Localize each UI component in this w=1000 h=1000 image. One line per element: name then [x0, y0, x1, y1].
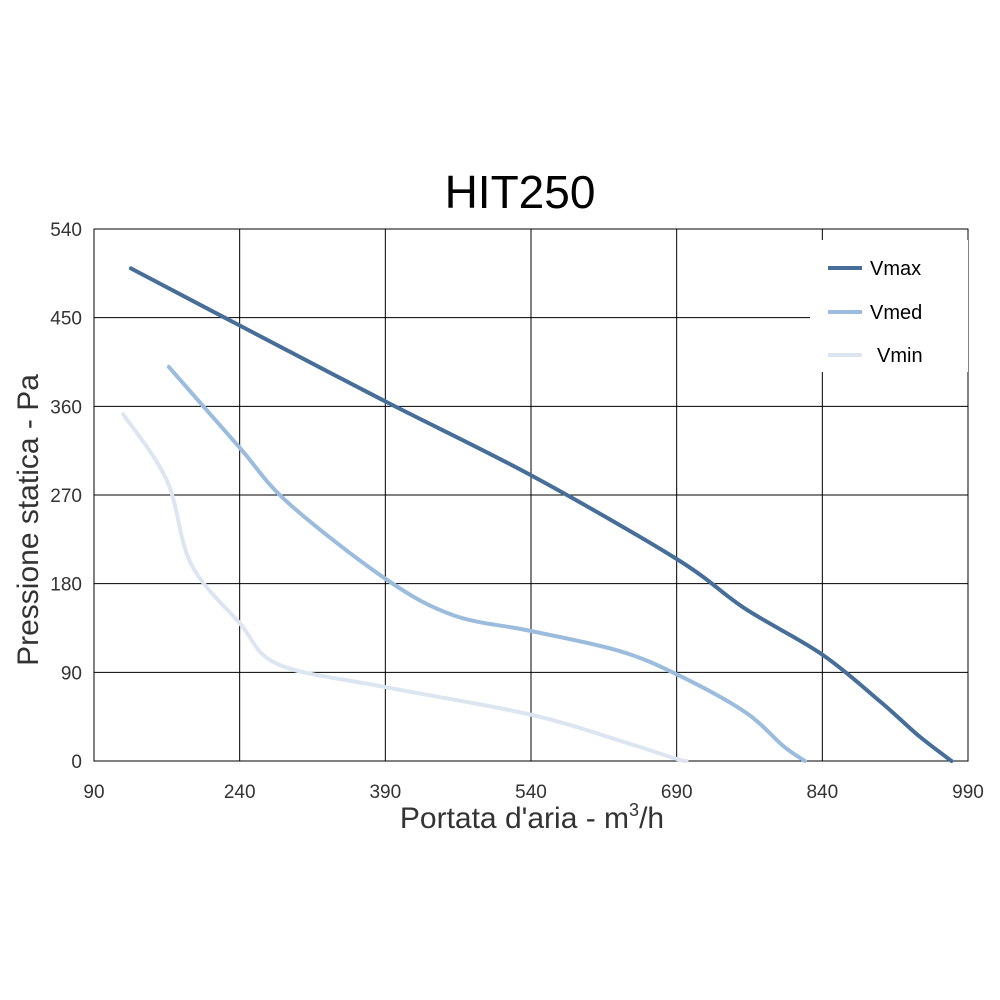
x-tick-labels: 90 240 390 540 690 840 990 [83, 782, 983, 803]
y-tick-label-0: 0 [71, 752, 82, 773]
x-tick-label-6: 990 [952, 782, 984, 803]
y-tick-label-3: 270 [50, 486, 82, 507]
plot-border [93, 228, 969, 762]
plot-frame [93, 228, 969, 762]
x-tick-label-1: 240 [224, 782, 256, 803]
x-tick-label-4: 690 [661, 782, 693, 803]
legend-background [810, 240, 968, 372]
x-axis-label: Portata d'aria - m3/h [400, 800, 664, 835]
x-tick-label-5: 840 [806, 782, 838, 803]
series-lines [121, 266, 954, 764]
series-line-vmed [166, 364, 807, 763]
legend: Vmax Vmed Vmin [810, 240, 968, 372]
legend-label-vmed: Vmed [870, 302, 922, 324]
chart-title: HIT250 [445, 166, 596, 218]
x-tick-label-3: 540 [515, 782, 547, 803]
x-tick-label-2: 390 [369, 782, 401, 803]
x-tick-label-0: 90 [83, 782, 104, 803]
legend-label-vmin: Vmin [877, 345, 923, 367]
y-tick-label-2: 180 [50, 575, 82, 596]
series-line-vmax [128, 266, 954, 763]
y-axis-label: Pressione statica - Pa [12, 374, 45, 666]
y-tick-label-4: 360 [50, 397, 82, 418]
series-line-vmin [121, 412, 689, 764]
y-tick-labels: 0 90 180 270 360 450 540 [50, 220, 82, 773]
y-tick-label-5: 450 [50, 309, 82, 330]
y-tick-label-1: 90 [61, 663, 82, 684]
legend-label-vmax: Vmax [870, 258, 921, 280]
y-tick-label-6: 540 [50, 220, 82, 241]
